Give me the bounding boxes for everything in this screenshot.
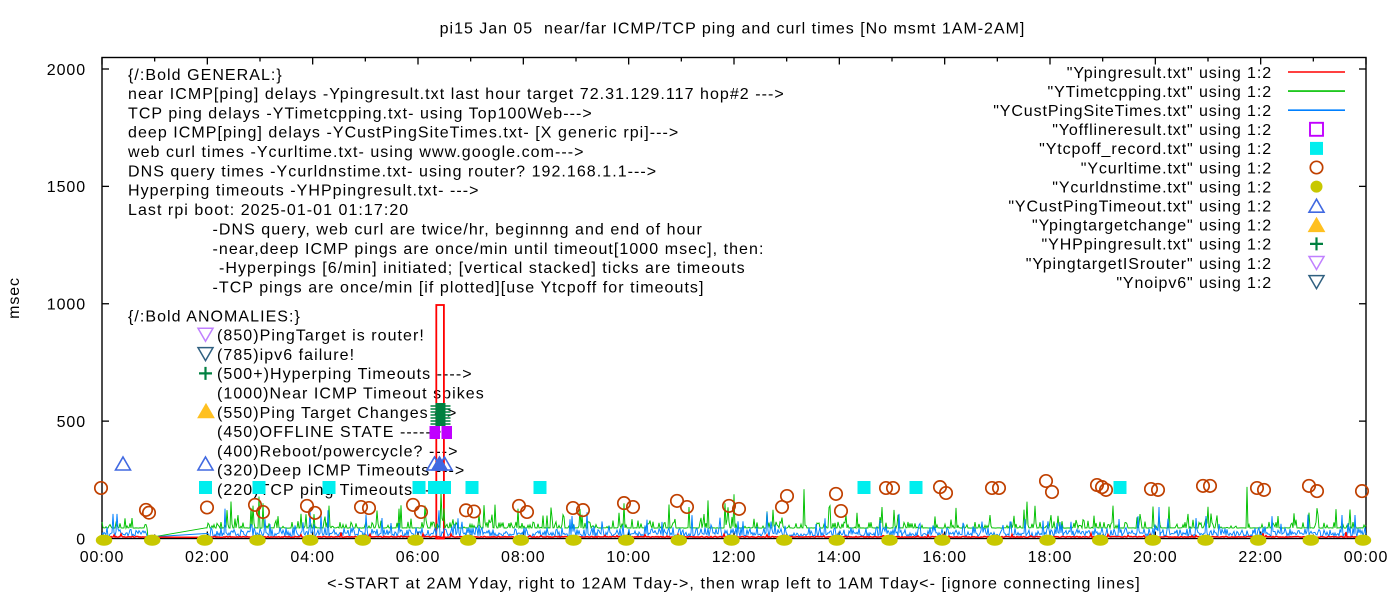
svg-text:{/:Bold GENERAL:}: {/:Bold GENERAL:} [128,67,283,84]
svg-text:-Hyperpings [6/min] initiated;: -Hyperpings [6/min] initiated; [vertical… [219,260,746,277]
svg-text:0: 0 [76,531,86,548]
svg-text:(450)OFFLINE STATE ----->: (450)OFFLINE STATE -----> [217,424,442,441]
svg-text:22:00: 22:00 [1238,549,1283,566]
svg-text:web curl times -Ycurltime.txt-: web curl times -Ycurltime.txt- using www… [127,144,585,161]
svg-text:06:00: 06:00 [396,549,441,566]
svg-text:1500: 1500 [47,179,86,196]
svg-text:"Ypingresult.txt" using 1:2: "Ypingresult.txt" using 1:2 [1067,65,1272,82]
svg-text:<-START at 2AM Yday, right to: <-START at 2AM Yday, right to 12AM Tday-… [327,576,1141,593]
svg-text:near ICMP[ping] delays -Ypingr: near ICMP[ping] delays -Ypingresult.txt … [128,86,785,103]
svg-text:{/:Bold ANOMALIES:}: {/:Bold ANOMALIES:} [128,308,301,325]
svg-text:TCP ping delays -YTimetcpping.: TCP ping delays -YTimetcpping.txt- using… [128,105,593,122]
svg-text:"YCustPingTimeout.txt" using 1: "YCustPingTimeout.txt" using 1:2 [1008,199,1272,216]
svg-text:10:00: 10:00 [606,549,651,566]
svg-text:00:00: 00:00 [80,549,125,566]
svg-text:(320)Deep ICMP Timeouts --->: (320)Deep ICMP Timeouts ---> [217,463,465,480]
svg-text:msec: msec [6,277,23,319]
svg-text:pi15 Jan 05 near/far ICMP/TCP: pi15 Jan 05 near/far ICMP/TCP ping and c… [440,21,1026,38]
svg-text:04:00: 04:00 [290,549,335,566]
svg-text:(850)PingTarget is router!: (850)PingTarget is router! [217,328,425,345]
svg-text:"Ycurldnstime.txt" using 1:2: "Ycurldnstime.txt" using 1:2 [1052,179,1272,196]
svg-text:16:00: 16:00 [922,549,967,566]
svg-text:(500+)Hyperping Timeouts ---->: (500+)Hyperping Timeouts ----> [217,366,473,383]
svg-text:500: 500 [57,414,86,431]
svg-text:"YCustPingSiteTimes.txt" using: "YCustPingSiteTimes.txt" using 1:2 [993,103,1272,120]
svg-text:(550)Ping Target Changes -->: (550)Ping Target Changes --> [217,405,457,422]
svg-text:deep ICMP[ping] delays -YCustP: deep ICMP[ping] delays -YCustPingSiteTim… [128,125,679,142]
svg-text:"Ypingtargetchange" using 1:2: "Ypingtargetchange" using 1:2 [1032,218,1272,235]
svg-text:(1000)Near ICMP Timeout spikes: (1000)Near ICMP Timeout spikes [217,386,485,403]
svg-text:00:00: 00:00 [1344,549,1389,566]
svg-text:DNS query times -Ycurldnstime.: DNS query times -Ycurldnstime.txt- using… [128,163,657,180]
svg-text:"YTimetcpping.txt" using 1:2: "YTimetcpping.txt" using 1:2 [1047,84,1272,101]
svg-text:"YpingtargetISrouter" using 1:: "YpingtargetISrouter" using 1:2 [1026,256,1272,273]
svg-text:"Ynoipv6" using 1:2: "Ynoipv6" using 1:2 [1116,275,1272,292]
svg-text:08:00: 08:00 [501,549,546,566]
svg-text:18:00: 18:00 [1028,549,1073,566]
svg-text:"Ytcpoff_record.txt" using 1:2: "Ytcpoff_record.txt" using 1:2 [1039,141,1272,158]
svg-text:-DNS query, web curl are twice: -DNS query, web curl are twice/hr, begin… [213,222,703,239]
svg-text:(785)ipv6 failure!: (785)ipv6 failure! [217,347,355,364]
svg-text:(400)Reboot/powercycle? --->: (400)Reboot/powercycle? ---> [217,443,459,460]
svg-text:2000: 2000 [47,62,86,79]
svg-text:1000: 1000 [47,297,86,314]
svg-text:"Yofflineresult.txt" using 1:2: "Yofflineresult.txt" using 1:2 [1052,122,1272,139]
svg-text:14:00: 14:00 [817,549,862,566]
svg-text:"YHPpingresult.txt" using 1:2: "YHPpingresult.txt" using 1:2 [1042,237,1272,254]
svg-text:-near,deep ICMP pings are once: -near,deep ICMP pings are once/min until… [213,241,765,258]
svg-text:Last rpi boot: 2025-01-01 01:1: Last rpi boot: 2025-01-01 01:17:20 [128,202,409,219]
svg-text:"Ycurltime.txt" using 1:2: "Ycurltime.txt" using 1:2 [1081,160,1272,177]
svg-text:02:00: 02:00 [185,549,230,566]
svg-text:-TCP pings are once/min [if pl: -TCP pings are once/min [if plotted][use… [213,279,705,296]
svg-text:20:00: 20:00 [1133,549,1178,566]
svg-text:12:00: 12:00 [712,549,757,566]
svg-text:Hyperping timeouts -YHPpingres: Hyperping timeouts -YHPpingresult.txt- -… [128,183,479,200]
